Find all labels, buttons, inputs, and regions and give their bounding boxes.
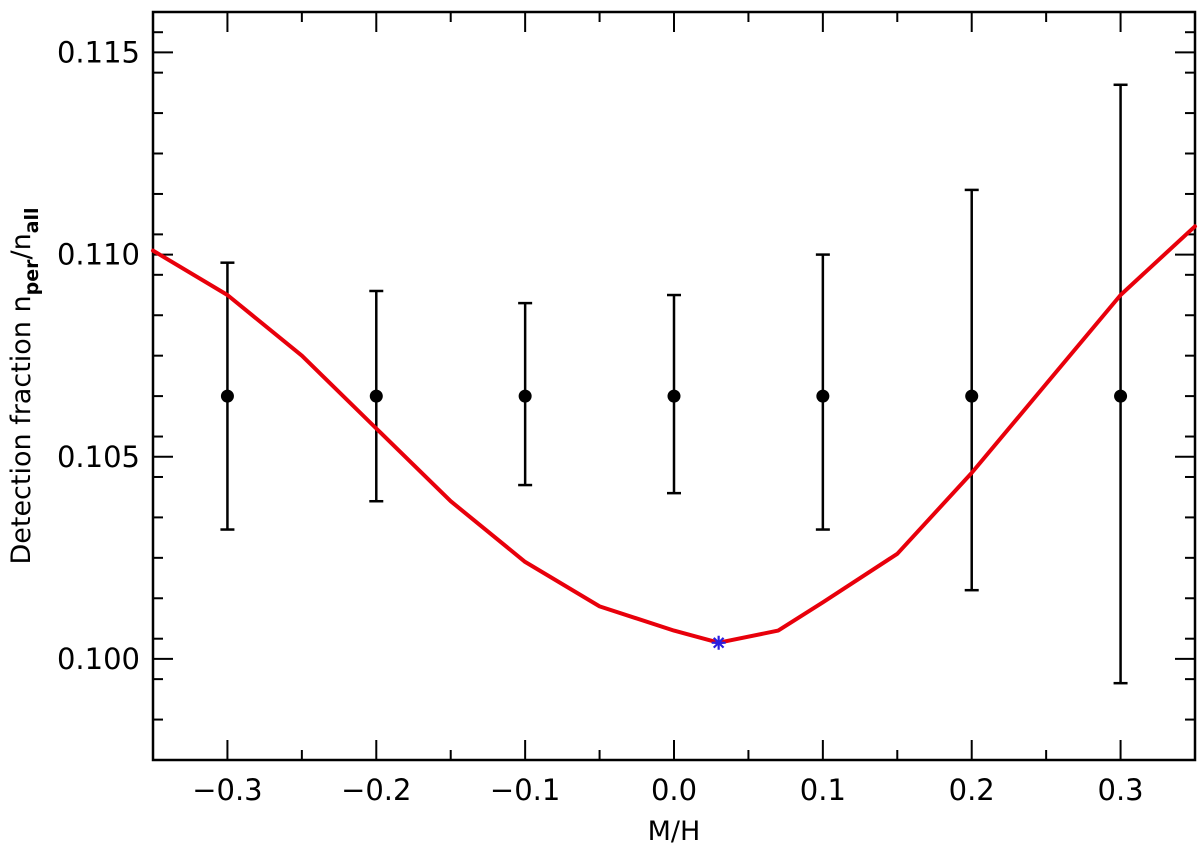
y-tick-label: 0.110 [57, 238, 140, 272]
x-tick-label: 0.2 [949, 773, 995, 807]
x-tick-labels: −0.3 −0.2 −0.1 0.0 0.1 0.2 0.3 [192, 773, 1143, 807]
x-tick-label: −0.1 [490, 773, 560, 807]
y-axis-label: Detection fraction nper/nall [6, 207, 43, 564]
data-point [816, 389, 830, 403]
y-axis-label-sub-all: all [21, 207, 43, 233]
x-tick-label: 0.3 [1098, 773, 1144, 807]
y-axis-label-slash: /n [6, 233, 37, 259]
x-tick-label: 0.0 [651, 773, 697, 807]
data-point [1114, 389, 1128, 403]
y-tick-label: 0.115 [57, 35, 140, 69]
x-axis-label: M/H [648, 816, 701, 847]
y-tick-label: 0.100 [57, 642, 140, 676]
data-point [667, 389, 681, 403]
x-tick-label: −0.3 [192, 773, 262, 807]
minimum-asterisk-marker [711, 635, 726, 650]
errorbar-series [220, 83, 1128, 685]
fit-curve [151, 224, 1197, 645]
data-point [220, 389, 234, 403]
y-tick-label: 0.105 [57, 440, 140, 474]
axis-ticks [153, 12, 1195, 760]
fit-curve-series [151, 224, 1197, 645]
data-point [369, 389, 383, 403]
y-axis-label-prefix: Detection fraction n [6, 295, 37, 564]
data-point [518, 389, 532, 403]
asterisk-stroke [712, 637, 725, 649]
minimum-marker-series [711, 635, 726, 650]
data-point [965, 389, 979, 403]
y-tick-labels: 0.100 0.105 0.110 0.115 [57, 35, 140, 675]
y-axis-label-sub-per: per [21, 259, 43, 295]
x-tick-label: 0.1 [800, 773, 846, 807]
x-tick-label: −0.2 [341, 773, 411, 807]
